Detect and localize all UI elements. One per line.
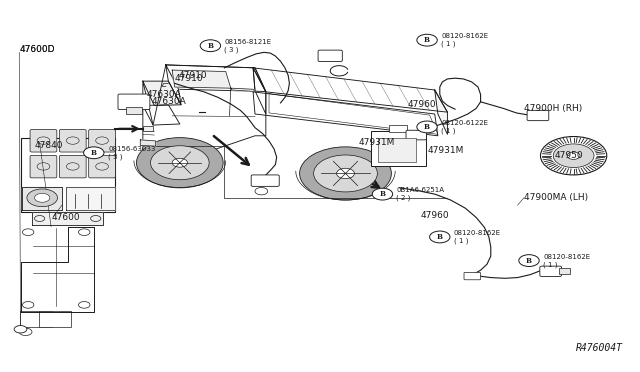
Circle shape xyxy=(35,193,50,202)
Circle shape xyxy=(300,147,392,200)
Text: 47950: 47950 xyxy=(554,151,583,160)
FancyBboxPatch shape xyxy=(527,110,548,121)
Text: 47630A: 47630A xyxy=(152,97,186,106)
Text: 47931M: 47931M xyxy=(428,147,464,155)
Polygon shape xyxy=(140,140,156,146)
FancyBboxPatch shape xyxy=(60,129,86,152)
Circle shape xyxy=(255,187,268,195)
FancyBboxPatch shape xyxy=(251,175,279,186)
Circle shape xyxy=(372,188,393,200)
FancyBboxPatch shape xyxy=(378,138,416,161)
FancyBboxPatch shape xyxy=(143,126,153,131)
FancyBboxPatch shape xyxy=(540,266,561,276)
Text: 47910: 47910 xyxy=(179,71,207,80)
FancyBboxPatch shape xyxy=(39,311,71,327)
FancyBboxPatch shape xyxy=(60,155,86,178)
Circle shape xyxy=(14,326,27,333)
Circle shape xyxy=(172,158,188,167)
Circle shape xyxy=(27,189,58,207)
Circle shape xyxy=(84,147,104,159)
Text: 47840: 47840 xyxy=(35,141,63,150)
Text: 47900MA (LH): 47900MA (LH) xyxy=(524,193,588,202)
FancyBboxPatch shape xyxy=(20,138,115,212)
Polygon shape xyxy=(166,65,181,105)
Polygon shape xyxy=(435,90,447,134)
FancyBboxPatch shape xyxy=(89,129,115,152)
Text: 08156-63033
( 3 ): 08156-63033 ( 3 ) xyxy=(108,146,156,160)
Text: 47600: 47600 xyxy=(51,213,80,222)
FancyBboxPatch shape xyxy=(89,155,115,178)
Polygon shape xyxy=(253,68,447,112)
Text: 08120-8162E
( 1 ): 08120-8162E ( 1 ) xyxy=(454,230,501,244)
Text: 08120-6122E
( 1 ): 08120-6122E ( 1 ) xyxy=(441,120,488,134)
Circle shape xyxy=(417,121,437,133)
Text: B: B xyxy=(91,149,97,157)
Circle shape xyxy=(429,231,450,243)
Polygon shape xyxy=(20,227,94,311)
Circle shape xyxy=(417,34,437,46)
Circle shape xyxy=(553,144,594,167)
Polygon shape xyxy=(231,88,255,92)
Text: R476004T: R476004T xyxy=(576,343,623,353)
Circle shape xyxy=(540,137,607,175)
Text: 08120-8162E
( 1 ): 08120-8162E ( 1 ) xyxy=(543,254,590,267)
Polygon shape xyxy=(253,68,266,114)
FancyBboxPatch shape xyxy=(30,155,57,178)
Circle shape xyxy=(314,155,378,192)
Text: 47900H (RH): 47900H (RH) xyxy=(524,104,582,113)
Text: 47960: 47960 xyxy=(408,100,436,109)
FancyBboxPatch shape xyxy=(464,272,481,280)
Polygon shape xyxy=(435,90,447,134)
Text: 0B1A6-6251A
( 2 ): 0B1A6-6251A ( 2 ) xyxy=(396,187,444,201)
Polygon shape xyxy=(67,187,115,210)
Text: B: B xyxy=(436,233,443,241)
Circle shape xyxy=(337,168,355,179)
Circle shape xyxy=(19,328,32,336)
FancyBboxPatch shape xyxy=(371,131,426,166)
Text: 47910: 47910 xyxy=(175,74,204,83)
Text: B: B xyxy=(424,36,430,44)
FancyBboxPatch shape xyxy=(406,130,426,140)
Text: 47630A: 47630A xyxy=(147,90,181,99)
Text: 08120-8162E
( 1 ): 08120-8162E ( 1 ) xyxy=(441,33,488,47)
Text: B: B xyxy=(207,42,213,50)
FancyBboxPatch shape xyxy=(118,94,150,110)
Text: B: B xyxy=(380,190,385,198)
Text: B: B xyxy=(526,257,532,264)
Polygon shape xyxy=(166,65,266,92)
Text: B: B xyxy=(424,123,430,131)
Polygon shape xyxy=(253,92,438,136)
Text: 47600D: 47600D xyxy=(19,45,55,54)
Text: 47600D: 47600D xyxy=(19,45,55,54)
Text: 47960: 47960 xyxy=(420,211,449,220)
FancyBboxPatch shape xyxy=(318,50,342,62)
FancyBboxPatch shape xyxy=(30,129,57,152)
Text: 47931M: 47931M xyxy=(358,138,395,147)
FancyBboxPatch shape xyxy=(126,107,141,113)
Polygon shape xyxy=(22,187,62,210)
Text: 08156-8121E
( 3 ): 08156-8121E ( 3 ) xyxy=(225,39,271,53)
Circle shape xyxy=(136,138,223,188)
FancyBboxPatch shape xyxy=(20,311,52,327)
Polygon shape xyxy=(32,212,103,225)
FancyBboxPatch shape xyxy=(559,268,570,274)
Polygon shape xyxy=(143,81,181,106)
Circle shape xyxy=(200,40,221,52)
FancyBboxPatch shape xyxy=(390,125,406,132)
Polygon shape xyxy=(143,105,180,125)
Circle shape xyxy=(567,152,580,160)
Polygon shape xyxy=(143,65,266,161)
Polygon shape xyxy=(172,70,231,88)
Circle shape xyxy=(519,255,540,266)
Circle shape xyxy=(150,146,209,180)
